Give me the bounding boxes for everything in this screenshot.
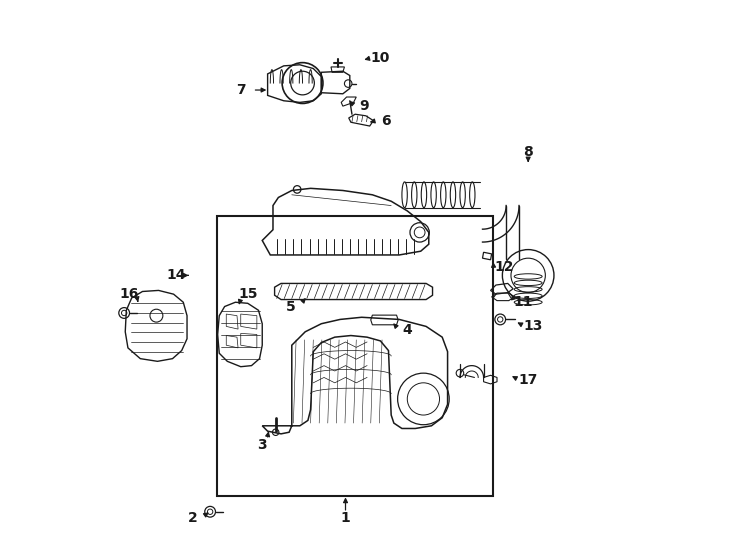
Text: 13: 13: [524, 319, 543, 333]
Text: 3: 3: [258, 437, 267, 451]
Text: 6: 6: [381, 113, 390, 127]
Text: 10: 10: [371, 51, 390, 65]
Text: 1: 1: [341, 511, 350, 525]
Text: 4: 4: [402, 323, 413, 337]
Text: 17: 17: [518, 373, 538, 387]
Bar: [217, 217, 493, 496]
Text: 12: 12: [494, 260, 514, 274]
Text: 16: 16: [120, 287, 139, 301]
Text: 7: 7: [236, 83, 246, 97]
Text: 14: 14: [167, 268, 186, 282]
Text: 9: 9: [360, 99, 369, 113]
Text: 8: 8: [523, 145, 533, 159]
Text: 2: 2: [187, 511, 197, 525]
Text: 15: 15: [238, 287, 258, 301]
Text: 11: 11: [513, 295, 533, 309]
Text: 5: 5: [286, 300, 296, 314]
